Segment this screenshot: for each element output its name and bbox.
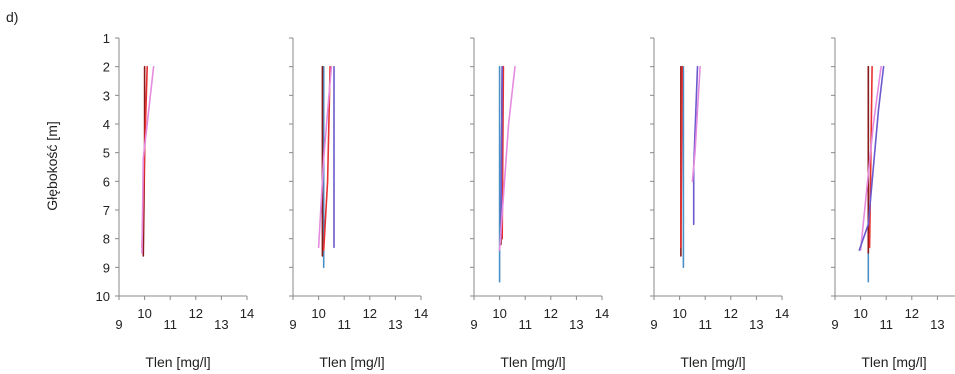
y-tick-label: 10: [96, 289, 110, 304]
x-tick-label: 12: [905, 306, 919, 321]
x-tick-label: 11: [698, 317, 712, 332]
y-axis-label: Głębokość [m]: [44, 121, 60, 210]
panel-3: 9 10 11 12 13 14 Tlen [mg/l]: [470, 37, 609, 370]
y-tick-label: 3: [103, 88, 110, 103]
x-tick-label: 13: [388, 317, 402, 332]
x-tick-label: 10: [853, 306, 867, 321]
x-tick-label: 12: [544, 306, 558, 321]
x-axis-label: Tlen [mg/l]: [680, 354, 745, 370]
y-tick-label: 7: [103, 203, 110, 218]
series-line-4: [317, 65, 333, 249]
y-tick-label: 1: [103, 31, 110, 46]
x-axis-label: Tlen [mg/l]: [861, 354, 926, 370]
series-line-5: [498, 65, 516, 251]
y-tick-label: 9: [103, 260, 110, 275]
x-tick-label: 11: [337, 317, 351, 332]
x-tick-label: 12: [189, 306, 203, 321]
y-tick-label: 4: [103, 117, 110, 132]
series-line-4: [859, 65, 882, 251]
x-tick-label: 13: [930, 317, 944, 332]
x-tick-label: 12: [363, 306, 377, 321]
x-tick-label: 14: [595, 306, 609, 321]
x-tick-label: 9: [650, 317, 657, 332]
x-tick-label: 10: [672, 306, 686, 321]
series-line-3: [141, 65, 155, 254]
x-tick-label: 14: [775, 306, 789, 321]
series-line-3: [322, 65, 331, 251]
x-tick-label: 14: [240, 306, 254, 321]
x-tick-label: 13: [569, 317, 583, 332]
x-tick-label: 11: [879, 317, 893, 332]
y-tick-label: 8: [103, 232, 110, 247]
x-tick-label: 10: [137, 306, 151, 321]
series-line-3: [680, 65, 684, 249]
y-tick-label: 2: [103, 60, 110, 75]
y-tick-label: 6: [103, 174, 110, 189]
x-tick-label: 14: [414, 306, 428, 321]
x-tick-label: 9: [470, 317, 477, 332]
panel-label: d): [6, 9, 18, 25]
x-tick-label: 12: [724, 306, 738, 321]
x-tick-label: 13: [749, 317, 763, 332]
panel-2: 9 10 11 12 13 14 Tlen [mg/l]: [289, 37, 428, 370]
x-tick-label: 11: [518, 317, 532, 332]
x-axis-label: Tlen [mg/l]: [145, 354, 210, 370]
x-axis-label: Tlen [mg/l]: [500, 354, 565, 370]
x-tick-label: 9: [115, 317, 122, 332]
series-line-5: [858, 65, 885, 251]
x-tick-label: 11: [163, 317, 177, 332]
y-tick-label: 5: [103, 146, 110, 161]
x-tick-label: 9: [289, 317, 296, 332]
series-line-5: [691, 65, 701, 183]
x-axis-label: Tlen [mg/l]: [319, 354, 384, 370]
series-line-4: [500, 65, 504, 240]
x-tick-label: 10: [492, 306, 506, 321]
x-tick-label: 13: [214, 317, 228, 332]
panel-4: 9 10 11 12 13 14 Tlen [mg/l]: [650, 37, 789, 370]
x-tick-label: 10: [311, 306, 325, 321]
x-tick-label: 9: [831, 317, 838, 332]
